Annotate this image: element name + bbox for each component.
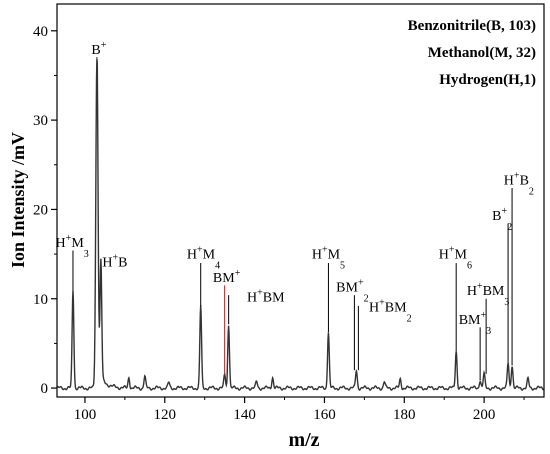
peak-point	[483, 373, 485, 375]
y-tick-label: 30	[33, 113, 48, 129]
x-tick-label: 160	[313, 407, 336, 423]
peak-annotation: H+M5	[312, 245, 345, 332]
spectrum-trace	[56, 58, 545, 391]
peak-annotation: H+M3	[56, 233, 89, 290]
peak-annotation: BM+3	[459, 310, 491, 381]
peak-annotation: BM+	[213, 268, 241, 375]
plot-frame	[56, 3, 545, 398]
annotation-label: H+M6	[439, 245, 472, 272]
x-tick-label: 140	[233, 407, 256, 423]
y-tick-label: 20	[33, 202, 48, 218]
peak-point	[255, 381, 258, 383]
peak-point	[383, 381, 385, 383]
peak-annotation: B+	[91, 40, 106, 58]
peak-annotation: H+M4	[187, 245, 220, 306]
annotation-label: H+BM2	[369, 297, 412, 324]
peak-point	[399, 378, 401, 380]
annotation-label: H+B	[102, 253, 127, 271]
x-tick-label: 200	[473, 407, 496, 423]
peak-point	[100, 269, 102, 271]
y-tick-label: 40	[33, 24, 48, 40]
annotation-label: BM+2	[336, 278, 368, 305]
peak-annotation: BM+2	[336, 278, 369, 371]
annotation-label: H+B2	[504, 170, 534, 197]
peak-annotation: B+2	[492, 206, 512, 364]
annotation-label: H+M4	[187, 245, 220, 272]
y-tick-label: 10	[33, 292, 48, 308]
annotation-label: B+2	[492, 206, 512, 233]
peak-point	[168, 382, 170, 384]
annotation-label: B+	[91, 40, 106, 58]
peak-annotation: H+BM2	[357, 297, 412, 371]
x-axis-ticks: 100 120 140 160 180 200	[74, 397, 525, 423]
y-tick-label: 0	[41, 381, 49, 397]
plot-area	[56, 56, 545, 391]
peak-point	[128, 376, 130, 378]
peak-annotation: H+B2	[504, 170, 534, 365]
peak-point	[271, 376, 274, 378]
annotation-label: H+M5	[312, 245, 345, 272]
annotation-label: H+BM	[247, 287, 285, 305]
y-axis-ticks: 0 10 20 30 40	[33, 24, 57, 397]
peak-annotation: H+B	[102, 253, 127, 271]
peak-point	[355, 369, 357, 371]
peak-annotation: H+BM3	[467, 281, 510, 374]
peak-annotation: H+M6	[439, 245, 472, 351]
peak-annotation: H+BM	[228, 287, 285, 324]
annotation-label: H+M3	[56, 233, 89, 260]
peak-point	[96, 56, 98, 59]
x-tick-label: 100	[74, 407, 97, 423]
axes	[56, 3, 545, 398]
x-tick-label: 120	[154, 407, 177, 423]
peak-point	[144, 375, 146, 378]
x-tick-label: 180	[393, 407, 416, 423]
annotation-label: BM+3	[459, 310, 491, 337]
annotation-label: BM+	[213, 268, 241, 286]
legend-entry-benzonitrile: Benzonitrile(B, 103)	[408, 18, 536, 34]
legend-entry-methanol: Methanol(M, 32)	[428, 45, 536, 61]
legend-entry-hydrogen: Hydrogen(H,1)	[439, 72, 536, 88]
x-axis-title: m/z	[288, 429, 319, 451]
y-axis-title: Ion Intensity /mV	[8, 132, 28, 268]
peak-point	[527, 378, 529, 380]
legend: Benzonitrile(B, 103) Methanol(M, 32) Hyd…	[408, 18, 536, 88]
annotation-label: H+BM3	[467, 281, 510, 308]
